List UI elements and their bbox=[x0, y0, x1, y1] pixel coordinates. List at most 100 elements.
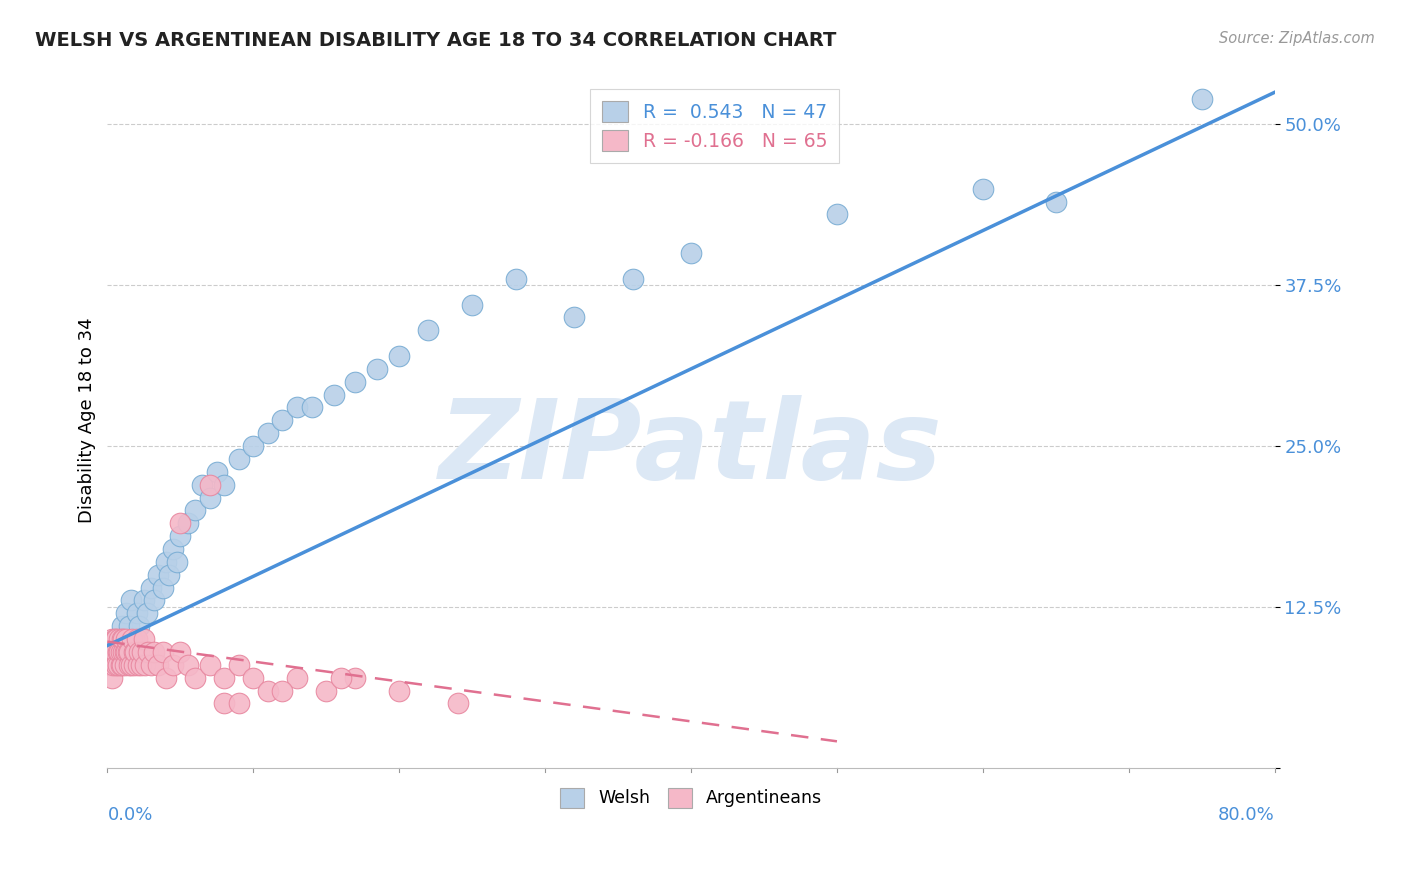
Point bbox=[103, 645, 125, 659]
Point bbox=[166, 555, 188, 569]
Point bbox=[141, 581, 163, 595]
Point bbox=[242, 439, 264, 453]
Point bbox=[125, 632, 148, 646]
Point bbox=[562, 310, 585, 325]
Point bbox=[122, 657, 145, 672]
Point bbox=[132, 632, 155, 646]
Point bbox=[120, 593, 142, 607]
Point bbox=[184, 503, 207, 517]
Point bbox=[121, 632, 143, 646]
Point bbox=[271, 413, 294, 427]
Point bbox=[285, 671, 308, 685]
Point bbox=[315, 683, 337, 698]
Point bbox=[972, 182, 994, 196]
Point bbox=[271, 683, 294, 698]
Point bbox=[679, 246, 702, 260]
Point bbox=[505, 272, 527, 286]
Point bbox=[108, 645, 131, 659]
Point bbox=[112, 645, 135, 659]
Point bbox=[128, 645, 150, 659]
Text: WELSH VS ARGENTINEAN DISABILITY AGE 18 TO 34 CORRELATION CHART: WELSH VS ARGENTINEAN DISABILITY AGE 18 T… bbox=[35, 31, 837, 50]
Point bbox=[212, 671, 235, 685]
Point bbox=[104, 632, 127, 646]
Point bbox=[461, 297, 484, 311]
Point bbox=[108, 632, 131, 646]
Point bbox=[135, 607, 157, 621]
Point bbox=[118, 619, 141, 633]
Point bbox=[301, 401, 323, 415]
Point bbox=[100, 671, 122, 685]
Point bbox=[184, 671, 207, 685]
Point bbox=[107, 645, 129, 659]
Point bbox=[117, 645, 139, 659]
Point bbox=[322, 387, 344, 401]
Point bbox=[228, 697, 250, 711]
Point bbox=[191, 477, 214, 491]
Point bbox=[129, 657, 152, 672]
Point bbox=[143, 645, 166, 659]
Point bbox=[176, 657, 198, 672]
Point bbox=[118, 657, 141, 672]
Text: 0.0%: 0.0% bbox=[107, 805, 153, 824]
Point bbox=[212, 477, 235, 491]
Point bbox=[111, 619, 134, 633]
Point bbox=[112, 632, 135, 646]
Point bbox=[162, 541, 184, 556]
Point bbox=[105, 657, 128, 672]
Point bbox=[152, 645, 174, 659]
Point bbox=[257, 683, 280, 698]
Point bbox=[155, 555, 177, 569]
Point bbox=[366, 362, 388, 376]
Y-axis label: Disability Age 18 to 34: Disability Age 18 to 34 bbox=[79, 318, 96, 523]
Point bbox=[162, 657, 184, 672]
Point bbox=[110, 657, 132, 672]
Point bbox=[1191, 92, 1213, 106]
Point bbox=[104, 645, 127, 659]
Point bbox=[228, 657, 250, 672]
Point bbox=[134, 657, 156, 672]
Point bbox=[198, 657, 221, 672]
Point bbox=[115, 645, 138, 659]
Point bbox=[285, 401, 308, 415]
Point bbox=[388, 349, 411, 363]
Point bbox=[97, 645, 120, 659]
Point bbox=[418, 323, 440, 337]
Point bbox=[344, 375, 367, 389]
Point bbox=[242, 671, 264, 685]
Point bbox=[127, 657, 149, 672]
Point bbox=[114, 645, 136, 659]
Point bbox=[115, 632, 138, 646]
Legend: Welsh, Argentineans: Welsh, Argentineans bbox=[553, 780, 830, 814]
Point bbox=[118, 645, 141, 659]
Point bbox=[198, 477, 221, 491]
Point bbox=[125, 607, 148, 621]
Text: ZIPatlas: ZIPatlas bbox=[439, 394, 943, 501]
Point bbox=[152, 581, 174, 595]
Point bbox=[169, 516, 191, 531]
Point bbox=[124, 645, 146, 659]
Point bbox=[105, 632, 128, 646]
Point bbox=[169, 645, 191, 659]
Point bbox=[329, 671, 352, 685]
Point bbox=[104, 632, 127, 646]
Point bbox=[344, 671, 367, 685]
Text: Source: ZipAtlas.com: Source: ZipAtlas.com bbox=[1219, 31, 1375, 46]
Text: 80.0%: 80.0% bbox=[1218, 805, 1275, 824]
Point bbox=[107, 657, 129, 672]
Point bbox=[108, 645, 131, 659]
Point bbox=[446, 697, 468, 711]
Point bbox=[128, 619, 150, 633]
Point bbox=[141, 657, 163, 672]
Point bbox=[114, 632, 136, 646]
Point bbox=[388, 683, 411, 698]
Point bbox=[148, 567, 170, 582]
Point bbox=[205, 465, 228, 479]
Point bbox=[103, 657, 125, 672]
Point bbox=[131, 645, 153, 659]
Point bbox=[132, 593, 155, 607]
Point bbox=[155, 671, 177, 685]
Point bbox=[111, 632, 134, 646]
Point bbox=[100, 632, 122, 646]
Point bbox=[176, 516, 198, 531]
Point bbox=[122, 632, 145, 646]
